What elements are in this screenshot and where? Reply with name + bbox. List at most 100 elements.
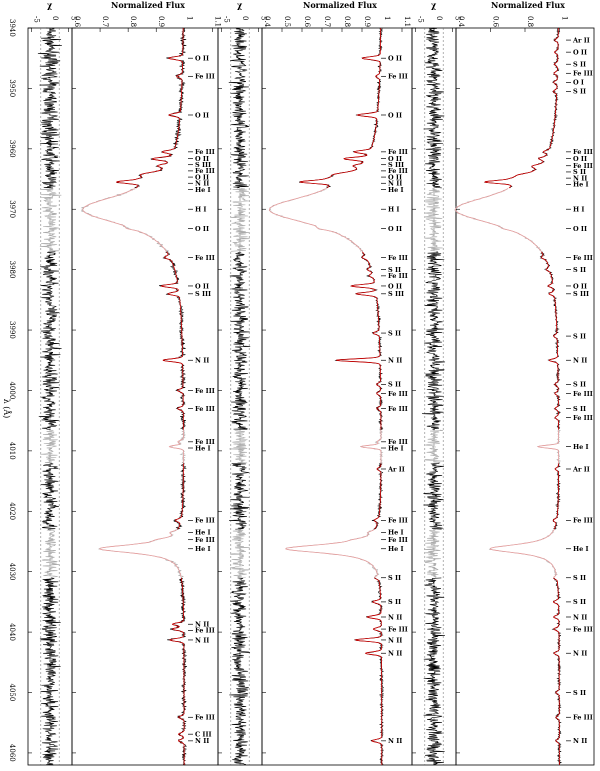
flux-tick-label: 0.5 [283, 16, 291, 27]
flux-tick-label: 0.8 [526, 16, 534, 27]
flux-tick-label: 0.4 [457, 16, 465, 28]
model-spectrum [299, 27, 383, 765]
observed-spectrum-masked [454, 188, 562, 578]
line-id-label: Ar II [387, 465, 405, 473]
line-id-label: S III [195, 290, 211, 298]
line-id-label: N II [573, 174, 587, 182]
line-id-label: He I [388, 545, 404, 553]
line-id-label: Fe III [573, 517, 593, 525]
line-id-label: Fe III [388, 390, 408, 398]
line-id-label: O II [388, 111, 402, 119]
line-id-label: S II [573, 598, 586, 606]
line-id-label: O II [195, 282, 209, 290]
line-id-label: Fe III [388, 625, 408, 633]
line-id-label: Ar II [572, 36, 590, 44]
line-id-label: Fe III [195, 627, 215, 635]
line-id-label: S III [388, 161, 404, 169]
wavelength-tick-label: 3960 [8, 140, 16, 158]
wavelength-tick-label: 3980 [8, 261, 16, 279]
line-id-label: He I [195, 529, 211, 537]
line-id-label: H I [195, 206, 206, 214]
line-id-label: S II [388, 329, 401, 337]
line-id-label: S II [573, 574, 586, 582]
line-id-label: O II [573, 225, 587, 233]
residual-tick-label: 5 [69, 16, 77, 20]
observed-spectrum [116, 27, 188, 766]
line-id-label: He I [195, 444, 211, 452]
line-id-label: H I [573, 206, 584, 214]
residual-tick-label: -5 [223, 16, 231, 23]
residual-series-masked [229, 188, 250, 578]
wavelength-tick-label: 3940 [8, 19, 16, 37]
wavelength-tick-label: 4050 [8, 684, 16, 702]
line-id-label: N II [195, 621, 209, 629]
residual-axis-label: χ [47, 0, 53, 10]
residual-axis-label: χ [237, 0, 243, 10]
line-id-label: O II [388, 225, 402, 233]
line-id-label: S II [388, 598, 401, 606]
line-id-label: Fe III [388, 438, 408, 446]
flux-tick-label: 0.4 [263, 16, 271, 28]
flux-tick-label: 0.9 [363, 16, 371, 27]
line-id-label: N II [388, 357, 402, 365]
model-spectrum [484, 28, 560, 765]
observed-spectrum-masked [81, 188, 186, 578]
line-id-label: Fe III [388, 536, 408, 544]
flux-axis-label: Normalized Flux [303, 0, 377, 10]
line-id-label: O II [573, 155, 587, 163]
line-id-label: S II [573, 405, 586, 413]
line-id-label: Fe III [388, 148, 408, 156]
line-id-label: N II [573, 357, 587, 365]
line-id-label: C III [195, 730, 212, 738]
line-id-label: S III [195, 161, 211, 169]
residual-tick-label: 5 [259, 16, 267, 20]
line-id-label: Fe III [388, 405, 408, 413]
line-id-label: Fe III [388, 517, 408, 525]
line-id-label: O II [195, 225, 209, 233]
line-id-label: O II [388, 55, 402, 63]
line-id-label: Fe III [573, 390, 593, 398]
line-id-label: O II [573, 48, 587, 56]
line-id-label: S II [573, 168, 586, 176]
residual-tick-label: 0 [241, 16, 249, 20]
wavelength-tick-label: 3970 [8, 200, 16, 218]
line-id-label: N II [388, 636, 402, 644]
residual-series-masked [39, 188, 62, 578]
line-id-label: S II [573, 61, 586, 69]
line-id-label: Fe III [573, 70, 593, 78]
line-id-label: N II [388, 613, 402, 621]
wavelength-axis-label: λ (Å) [2, 399, 11, 419]
line-id-label: He I [573, 443, 589, 451]
wavelength-tick-label: 4000 [8, 381, 16, 399]
line-id-label: O II [195, 55, 209, 63]
line-id-label: He I [388, 186, 404, 194]
flux-tick-label: 0.7 [323, 16, 331, 27]
flux-tick-label: 0.8 [343, 16, 351, 27]
line-id-label: O I [573, 79, 584, 87]
line-id-label: O II [388, 282, 402, 290]
line-id-label: S II [573, 332, 586, 340]
observed-spectrum-masked [268, 188, 384, 578]
wavelength-tick-label: 4030 [8, 563, 16, 581]
residual-axis-label: χ [431, 0, 437, 10]
line-id-label: N II [573, 650, 587, 658]
wavelength-tick-label: 4060 [8, 744, 16, 762]
line-id-label: O II [195, 155, 209, 163]
line-id-label: Fe III [573, 148, 593, 156]
line-id-label: S III [573, 290, 589, 298]
line-id-label: He I [573, 181, 589, 189]
line-id-label: Fe III [195, 517, 215, 525]
line-id-label: S II [573, 689, 586, 697]
flux-tick-label: 0.9 [157, 16, 165, 27]
line-id-label: Fe III [388, 73, 408, 81]
line-id-label: O II [195, 173, 209, 181]
line-id-label: O II [388, 155, 402, 163]
residual-tick-label: 0 [435, 16, 443, 20]
line-id-label: Ar II [572, 465, 590, 473]
wavelength-tick-label: 3990 [8, 321, 16, 339]
residual-series [421, 27, 446, 766]
flux-tick-label: 1 [383, 16, 391, 20]
line-id-label: Fe III [573, 714, 593, 722]
line-id-label: He I [573, 545, 589, 553]
line-id-label: He I [388, 444, 404, 452]
